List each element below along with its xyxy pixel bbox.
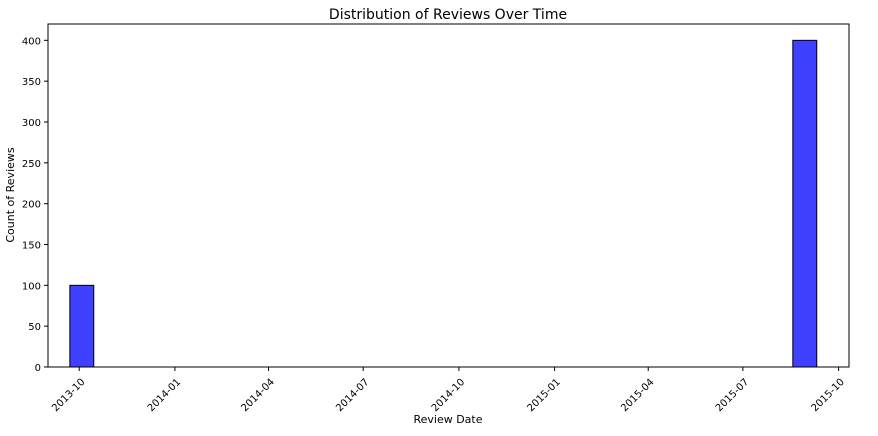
bars-layer	[69, 39, 818, 368]
y-tick-label: 200	[22, 200, 41, 211]
y-tick-label: 350	[22, 77, 41, 88]
x-tick-label: 2014-04	[240, 377, 277, 414]
x-tick-label: 2015-07	[714, 377, 751, 414]
y-tick-label: 250	[22, 159, 41, 170]
x-tick-label: 2014-10	[430, 377, 467, 414]
y-tick-label: 100	[22, 281, 41, 292]
plot-frame	[47, 23, 850, 368]
histogram-bar	[792, 39, 818, 368]
x-axis-label: Review Date	[413, 413, 482, 426]
x-tick-label: 2014-07	[334, 377, 371, 414]
histogram-bar	[69, 284, 95, 368]
y-axis-label: Count of Reviews	[4, 147, 17, 243]
x-tick-label: 2015-04	[619, 377, 656, 414]
x-tick-label: 2015-10	[810, 377, 847, 414]
y-tick-label: 150	[22, 241, 41, 252]
y-tick-label: 300	[22, 118, 41, 129]
y-tick-label: 50	[28, 322, 41, 333]
chart-title: Distribution of Reviews Over Time	[329, 7, 567, 23]
y-tick-label: 400	[22, 36, 41, 47]
x-tick-label: 2013-10	[50, 377, 87, 414]
y-tick-label: 0	[35, 363, 41, 374]
x-axis: 2013-10 2014-01 2014-04 2014-07 2014-10 2015-…	[50, 367, 847, 414]
x-tick-label: 2015-01	[526, 377, 563, 414]
x-tick-label: 2014-01	[146, 377, 183, 414]
y-axis: 0 50 100 150 200 250 300 350 400	[22, 36, 48, 374]
